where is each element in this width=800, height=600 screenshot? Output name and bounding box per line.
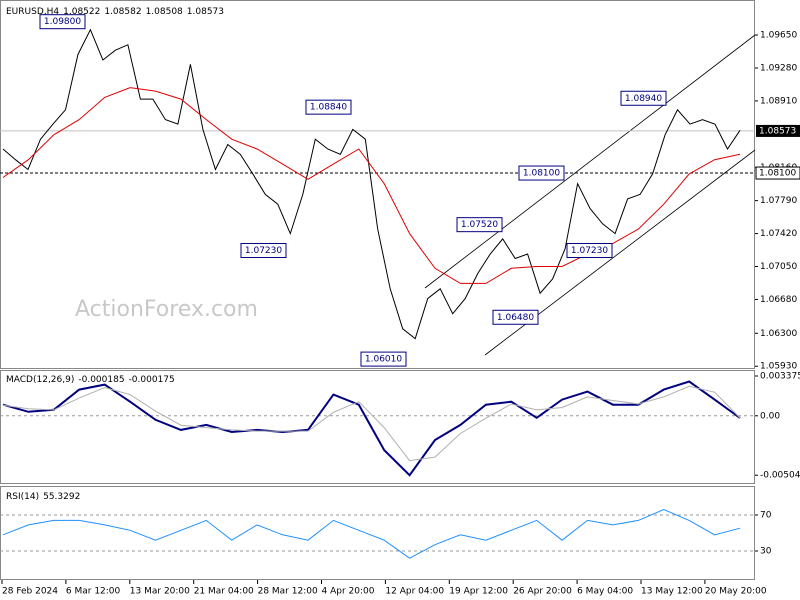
annotation-label: 1.08100 <box>523 169 560 179</box>
x-tick-label: 12 Apr 04:00 <box>385 587 444 597</box>
last-price-box <box>756 124 800 137</box>
y-tick-label: 1.09280 <box>760 63 797 73</box>
y-tick-label: 1.07420 <box>760 229 797 239</box>
annotation-box <box>456 217 503 233</box>
header-value: 1.08582 <box>104 7 141 17</box>
x-tick-label: 13 Mar 20:00 <box>130 587 190 597</box>
header-value: 55.3292 <box>43 492 80 502</box>
series-line <box>2 28 741 340</box>
x-tick-label: 13 May 12:00 <box>641 587 703 597</box>
y-tick-label: -0.00504 <box>760 471 800 481</box>
channel-upper <box>424 34 756 289</box>
annotation-box <box>39 14 86 30</box>
last-price-label: 1.08573 <box>759 126 796 136</box>
annotation-box <box>566 242 613 258</box>
y-tick-label: 30 <box>760 547 772 557</box>
header-value: 1.08522 <box>63 7 100 17</box>
annotation-label: 1.06010 <box>365 355 402 365</box>
y-tick-label: 1.07050 <box>760 262 797 272</box>
y-tick-label: 0.003375 <box>760 372 800 382</box>
annotation-label: 1.08940 <box>625 94 662 104</box>
y-tick-label: 1.09650 <box>760 31 797 41</box>
header-value: 1.08508 <box>146 7 183 17</box>
annotation-label: 1.07230 <box>245 246 282 256</box>
x-tick-label: 28 Feb 2024 <box>2 587 58 597</box>
panel-header: MACD(12,26,9) -0.000185 -0.000175 <box>6 375 175 385</box>
x-tick-label: 6 May 04:00 <box>577 587 633 597</box>
series-line <box>2 87 741 284</box>
panel-title: RSI(14) <box>6 492 39 502</box>
macd-panel <box>0 370 755 484</box>
annotation-label: 1.06480 <box>497 313 534 323</box>
x-tick-label: 20 May 20:00 <box>705 587 767 597</box>
series-line <box>2 380 741 477</box>
panel-header: RSI(14) 55.3292 <box>6 492 80 502</box>
annotation-box <box>240 242 287 258</box>
x-tick-label: 28 Mar 12:00 <box>258 587 318 597</box>
annotation-box <box>492 309 539 325</box>
y-tick-label: 1.07790 <box>760 196 797 206</box>
annotation-label: 1.09800 <box>44 17 81 27</box>
x-tick-label: 19 Apr 12:00 <box>449 587 508 597</box>
y-tick-label: 1.05930 <box>760 362 797 372</box>
annotation-box <box>360 351 407 367</box>
header-value: 1.08573 <box>187 7 224 17</box>
header-value: -0.000175 <box>129 375 175 385</box>
x-tick-label: 6 Mar 12:00 <box>66 587 121 597</box>
y-tick-label: 1.06300 <box>760 329 797 339</box>
price-panel <box>0 0 755 369</box>
level-label: 1.08100 <box>759 169 796 179</box>
x-tick-label: 4 Apr 20:00 <box>322 587 375 597</box>
y-tick-label: 70 <box>760 511 772 521</box>
x-tick-label: 26 Apr 20:00 <box>513 587 572 597</box>
panel-title: MACD(12,26,9) <box>6 375 74 385</box>
annotation-box <box>305 99 352 115</box>
annotation-label: 1.07520 <box>461 220 498 230</box>
header-value: -0.000185 <box>78 375 124 385</box>
y-tick-label: 0.00 <box>760 411 780 421</box>
rsi-panel <box>0 486 755 580</box>
annotation-label: 1.07230 <box>571 246 608 256</box>
annotation-label: 1.08840 <box>310 103 347 113</box>
series-line <box>2 385 741 462</box>
annotation-box <box>518 165 565 181</box>
level-box <box>755 166 800 180</box>
y-tick-label: 1.08910 <box>760 96 797 106</box>
annotation-box <box>620 90 667 106</box>
y-tick-label: 1.06680 <box>760 295 797 305</box>
series-line <box>2 509 741 559</box>
panel-title: EURUSD,H4 <box>6 7 59 17</box>
watermark: ActionForex.com <box>75 297 258 322</box>
panel-header: EURUSD,H4 1.08522 1.08582 1.08508 1.08573 <box>6 7 224 17</box>
x-tick-label: 21 Mar 04:00 <box>194 587 254 597</box>
